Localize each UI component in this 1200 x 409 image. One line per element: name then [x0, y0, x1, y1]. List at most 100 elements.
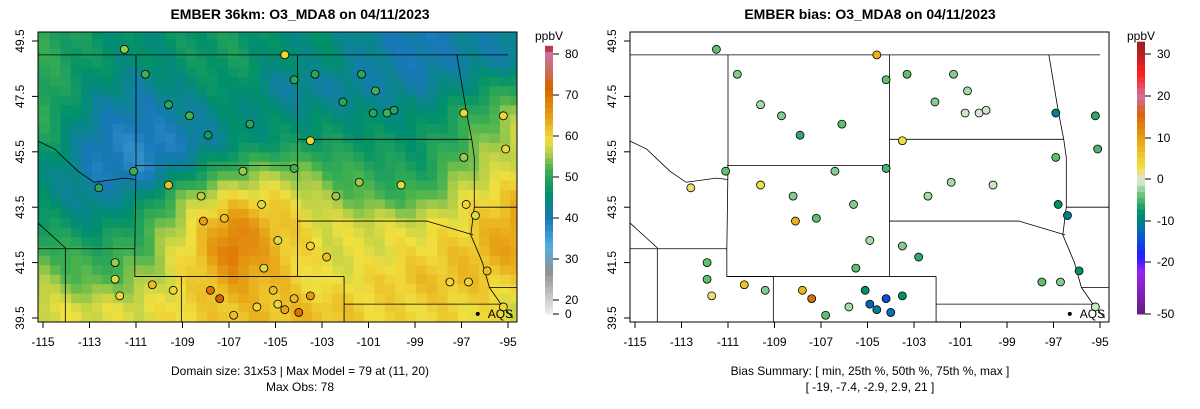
- model-grid-cell: [144, 208, 156, 219]
- model-grid-cell: [185, 95, 198, 106]
- model-grid-cell: [39, 114, 51, 125]
- model-grid-cell: [227, 152, 239, 163]
- model-grid-cell: [49, 237, 62, 248]
- model-grid-cell: [175, 86, 187, 97]
- model-grid-cell: [102, 114, 114, 125]
- model-grid-cell: [322, 171, 334, 182]
- model-grid-cell: [322, 105, 334, 116]
- model-grid-cell: [301, 86, 313, 97]
- model-grid-cell: [38, 312, 41, 322]
- model-grid-cell: [165, 312, 177, 322]
- model-grid-cell: [384, 32, 396, 40]
- model-grid-cell: [363, 133, 375, 144]
- model-grid-cell: [426, 321, 438, 322]
- model-grid-cell: [447, 218, 459, 229]
- model-grid-cell: [217, 274, 229, 285]
- model-grid-cell: [374, 77, 386, 88]
- model-grid-cell: [332, 105, 344, 116]
- model-grid-cell: [489, 190, 501, 201]
- model-grid-cell: [227, 255, 239, 266]
- model-grid-cell: [478, 161, 490, 172]
- model-grid-cell: [39, 284, 51, 295]
- model-grid-cell: [478, 237, 490, 248]
- model-grid-cell: [478, 152, 490, 163]
- model-grid-cell: [39, 32, 51, 40]
- station-point: [798, 285, 807, 295]
- model-grid-cell: [478, 39, 490, 50]
- model-grid-cell: [342, 218, 354, 229]
- model-grid-cell: [468, 142, 480, 153]
- model-grid-cell: [144, 246, 156, 257]
- model-grid-cell: [322, 246, 334, 257]
- model-grid-cell: [416, 105, 428, 116]
- model-grid-cell: [280, 246, 292, 257]
- model-grid-cell: [384, 199, 396, 210]
- y-tick-label: 45.5: [605, 140, 619, 164]
- model-grid-cell: [206, 312, 218, 322]
- model-grid-cell: [301, 77, 313, 88]
- model-grid-cell: [353, 161, 365, 172]
- model-grid-cell: [38, 218, 41, 229]
- model-grid-cell: [342, 67, 354, 78]
- model-grid-cell: [112, 227, 124, 238]
- model-grid-cell: [478, 246, 490, 257]
- model-grid-cell: [238, 86, 250, 97]
- model-grid-cell: [405, 152, 417, 163]
- model-grid-cell: [248, 246, 260, 257]
- x-tick-label: -101: [356, 335, 380, 349]
- model-grid-cell: [38, 199, 41, 210]
- model-grid-cell: [510, 284, 517, 295]
- model-grid-cell: [447, 171, 459, 182]
- model-grid-cell: [206, 246, 218, 257]
- model-grid-cell: [196, 293, 208, 304]
- model-grid-cell: [426, 180, 438, 191]
- model-grid-cell: [154, 77, 166, 88]
- model-grid-cell: [81, 293, 93, 304]
- model-grid-cell: [395, 161, 407, 172]
- model-grid-cell: [49, 86, 62, 97]
- model-grid-cell: [405, 161, 417, 172]
- model-grid-cell: [395, 303, 407, 314]
- model-grid-cell: [154, 171, 166, 182]
- station-point: [821, 310, 831, 320]
- model-grid-cell: [363, 312, 375, 322]
- model-grid-cell: [332, 227, 344, 238]
- model-grid-cell: [374, 142, 386, 153]
- model-grid-cell: [248, 161, 260, 172]
- model-grid-cell: [311, 284, 323, 295]
- model-grid-cell: [426, 152, 438, 163]
- model-grid-cell: [165, 293, 177, 304]
- colorbar-segment: [545, 57, 553, 64]
- model-grid-cell: [468, 32, 480, 40]
- model-grid-cell: [49, 152, 62, 163]
- model-grid-cell: [301, 284, 313, 295]
- colorbar-units: ppbV: [535, 29, 563, 43]
- model-grid-cell: [259, 142, 271, 153]
- model-grid-cell: [206, 48, 218, 59]
- model-grid-cell: [70, 246, 82, 257]
- model-grid-cell: [269, 246, 281, 257]
- model-grid-cell: [489, 274, 501, 285]
- model-grid-cell: [154, 67, 166, 78]
- model-grid-cell: [154, 142, 166, 153]
- model-grid-cell: [416, 180, 428, 191]
- model-grid-cell: [39, 237, 51, 248]
- x-tick-label: -103: [310, 335, 334, 349]
- model-grid-cell: [123, 124, 135, 135]
- model-grid-cell: [290, 303, 302, 314]
- station-point: [807, 294, 817, 304]
- model-grid-cell: [154, 32, 166, 40]
- colorbar-segment: [545, 247, 553, 254]
- model-grid-cell: [144, 199, 156, 210]
- colorbar-tick-label: 40: [565, 211, 579, 225]
- model-grid-cell: [175, 32, 187, 40]
- model-grid-cell: [123, 39, 135, 50]
- model-grid-cell: [133, 152, 145, 163]
- model-grid-cell: [322, 227, 334, 238]
- model-grid-cell: [416, 237, 428, 248]
- model-grid-cell: [322, 161, 334, 172]
- model-grid-cell: [217, 246, 229, 257]
- model-grid-cell: [353, 77, 365, 88]
- station-point: [459, 152, 469, 162]
- model-grid-cell: [133, 274, 145, 285]
